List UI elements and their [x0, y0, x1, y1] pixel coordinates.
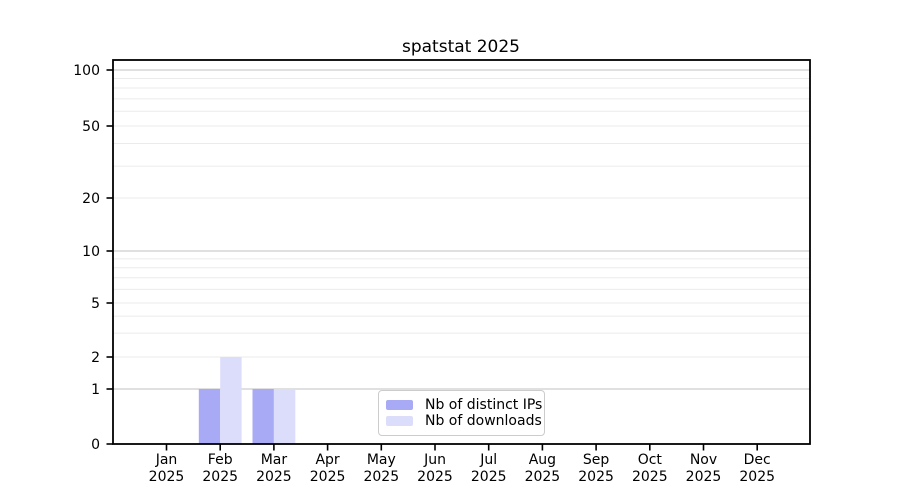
- y-tick-label: 50: [82, 119, 100, 135]
- x-tick-label-month: Jul: [479, 452, 497, 468]
- x-tick-label-month: Dec: [744, 452, 771, 468]
- x-tick-label-year: 2025: [578, 469, 614, 485]
- x-tick-label-year: 2025: [256, 469, 292, 485]
- axis-layer: 0125102050100Jan2025Feb2025Mar2025Apr202…: [73, 59, 811, 485]
- x-tick-label-month: Aug: [529, 452, 556, 468]
- x-tick-label-year: 2025: [525, 469, 561, 485]
- bar-nb-of-downloads-feb: [220, 357, 242, 444]
- x-tick-label-year: 2025: [739, 469, 775, 485]
- y-tick-label: 10: [82, 244, 100, 260]
- chart-title: spatstat 2025: [402, 37, 520, 57]
- x-tick-label-month: May: [367, 452, 396, 468]
- y-tick-label: 100: [73, 63, 100, 79]
- legend-label: Nb of downloads: [425, 413, 542, 429]
- legend-swatch-nb-of-downloads: [386, 416, 413, 426]
- bar-nb-of-downloads-mar: [273, 389, 296, 444]
- x-tick-label-year: 2025: [417, 469, 453, 485]
- x-tick-label-month: Mar: [261, 452, 288, 468]
- x-tick-label-month: Sep: [583, 452, 610, 468]
- y-tick-label: 5: [91, 296, 100, 312]
- x-tick-label-month: Apr: [315, 452, 339, 468]
- bar-nb-of-distinct-ips-feb: [198, 389, 221, 444]
- bar-layer: [198, 357, 296, 444]
- y-tick-label: 0: [91, 437, 100, 453]
- x-tick-label-month: Jan: [155, 452, 178, 468]
- x-tick-label-year: 2025: [363, 469, 399, 485]
- grid-layer: [113, 69, 810, 390]
- y-tick-label: 2: [91, 350, 100, 366]
- plot-border: [112, 59, 811, 445]
- x-tick-label-year: 2025: [686, 469, 722, 485]
- x-tick-label-year: 2025: [202, 469, 238, 485]
- x-tick-label-month: Jun: [423, 452, 446, 468]
- y-tick-label: 1: [91, 382, 100, 398]
- x-tick-label-month: Nov: [690, 452, 717, 468]
- bar-nb-of-distinct-ips-mar: [252, 389, 274, 444]
- legend-item-nb-of-distinct-ips: Nb of distinct IPs: [386, 397, 542, 413]
- legend-item-nb-of-downloads: Nb of downloads: [386, 413, 542, 429]
- x-tick-label-year: 2025: [632, 469, 668, 485]
- legend: Nb of distinct IPs Nb of downloads: [378, 390, 545, 436]
- x-tick-label-year: 2025: [471, 469, 507, 485]
- x-tick-label-year: 2025: [310, 469, 346, 485]
- y-tick-label: 20: [82, 191, 100, 207]
- x-tick-label-year: 2025: [149, 469, 185, 485]
- legend-label: Nb of distinct IPs: [425, 397, 543, 413]
- x-tick-label-month: Feb: [208, 452, 233, 468]
- legend-swatch-nb-of-distinct-ips: [386, 400, 413, 410]
- x-tick-label-month: Oct: [638, 452, 663, 468]
